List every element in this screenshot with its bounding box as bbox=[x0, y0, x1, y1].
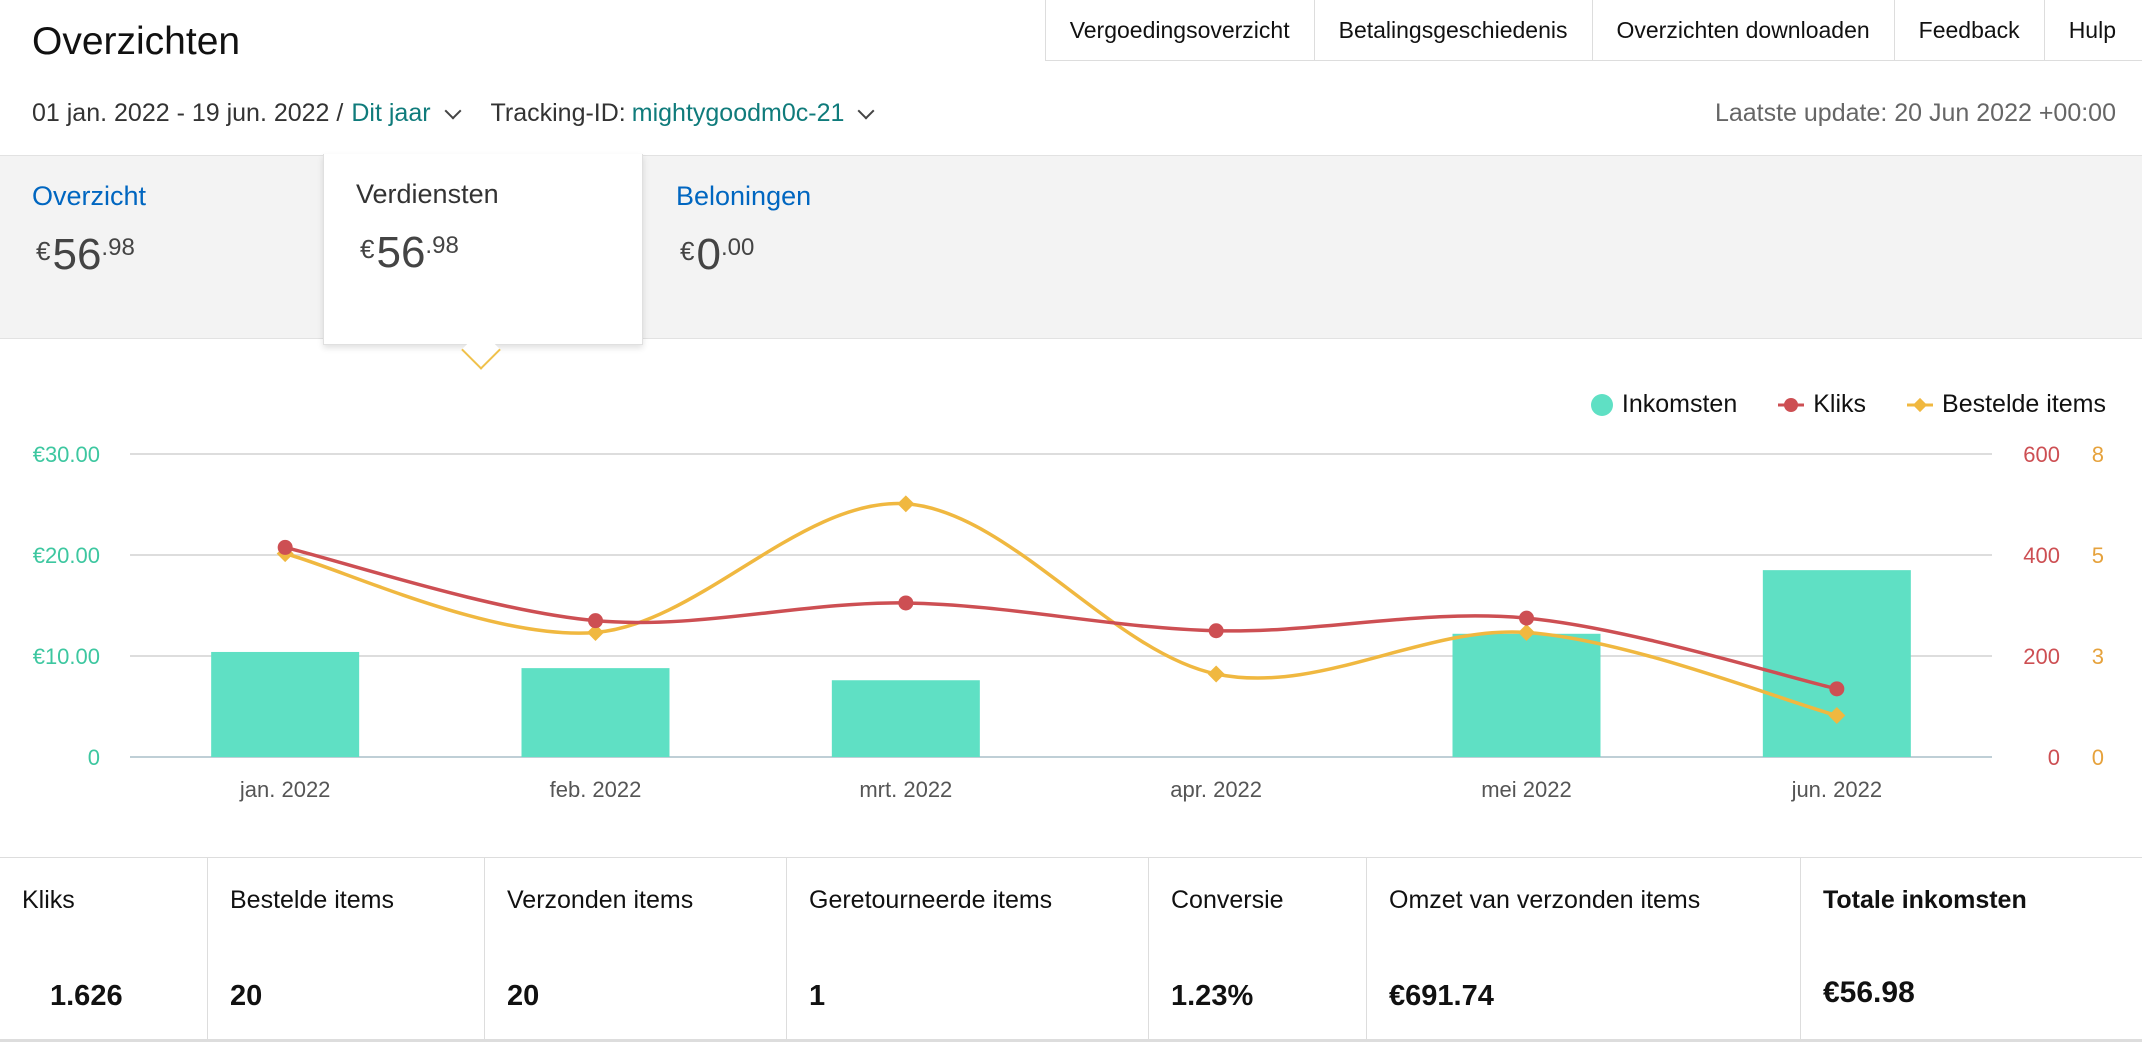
nav-betalingsgeschiedenis[interactable]: Betalingsgeschiedenis bbox=[1315, 0, 1593, 60]
y-right-items-tick-label: 0 bbox=[2092, 745, 2104, 770]
point-kliks bbox=[1519, 610, 1534, 626]
y-right-items-tick-label: 8 bbox=[2092, 442, 2104, 467]
stat-value: 1.626 bbox=[50, 980, 123, 1012]
bar-inkomsten bbox=[1452, 633, 1601, 757]
stat-label: Omzet van verzonden items bbox=[1389, 886, 1701, 914]
stat-value: 1 bbox=[809, 980, 826, 1012]
legend-item-bestelde-items[interactable]: Bestelde items bbox=[1906, 390, 2106, 419]
point-bestelde-items bbox=[1518, 623, 1535, 641]
earnings-chart: €30.00 600 8 €20.00 400 5 €10.00 200 3 0 0 0 jan. 20… bbox=[33, 442, 2104, 802]
stat-geretourneerde-items: Geretourneerde items 1 bbox=[787, 858, 1149, 1039]
stat-value: €691.74 bbox=[1389, 980, 1494, 1012]
tab-overzicht[interactable]: Overzicht €56.98 bbox=[0, 156, 322, 338]
legend-label: Bestelde items bbox=[1942, 390, 2106, 418]
last-update-text: Laatste update: 20 Jun 2022 +00:00 bbox=[1714, 99, 2116, 127]
bar-inkomsten bbox=[211, 651, 360, 757]
stats-row: Kliks 1.626 Bestelde items 20 Verzonden … bbox=[0, 857, 2142, 1042]
stat-conversie: Conversie 1.23% bbox=[1149, 858, 1367, 1039]
stat-label: Totale inkomsten bbox=[1823, 886, 2027, 914]
tab-amount: €0.00 bbox=[680, 230, 755, 279]
tab-label[interactable]: Beloningen bbox=[676, 181, 812, 211]
point-kliks bbox=[1829, 681, 1845, 697]
nav-feedback[interactable]: Feedback bbox=[1895, 0, 2045, 60]
point-kliks bbox=[588, 613, 603, 629]
y-right-clicks-tick-label: 600 bbox=[2023, 442, 2060, 467]
stat-value: 20 bbox=[230, 980, 263, 1012]
page-title: Overzichten bbox=[32, 20, 241, 63]
stat-value: 1.23% bbox=[1171, 980, 1254, 1012]
period-dropdown[interactable]: Dit jaar bbox=[351, 99, 431, 127]
y-left-tick-label: €10.00 bbox=[33, 644, 100, 669]
legend-line-diamond-icon bbox=[1907, 397, 1934, 412]
point-kliks bbox=[277, 539, 293, 555]
legend-line-dot-icon bbox=[1778, 397, 1805, 412]
stat-omzet-verzonden-items: Omzet van verzonden items €691.74 bbox=[1367, 858, 1801, 1039]
y-right-items-tick-label: 5 bbox=[2092, 543, 2104, 568]
tracking-label: Tracking-ID: bbox=[490, 99, 626, 127]
stat-label: Kliks bbox=[22, 886, 75, 914]
x-tick-label: jun. 2022 bbox=[1791, 777, 1883, 802]
legend-item-inkomsten[interactable]: Inkomsten bbox=[1590, 390, 1737, 419]
stat-label: Bestelde items bbox=[230, 886, 394, 914]
chevron-down-icon[interactable] bbox=[857, 102, 875, 119]
stat-kliks: Kliks 1.626 bbox=[0, 858, 208, 1039]
y-right-clicks-tick-label: 200 bbox=[2023, 644, 2060, 669]
stat-label: Geretourneerde items bbox=[809, 886, 1053, 914]
line-bestelde-items bbox=[284, 501, 1838, 718]
tab-label: Verdiensten bbox=[356, 179, 499, 209]
filter-bar: 01 jan. 2022 - 19 jun. 2022 / Dit jaar T… bbox=[32, 99, 878, 128]
legend-item-kliks[interactable]: Kliks bbox=[1777, 390, 1866, 419]
line-kliks bbox=[284, 545, 1838, 691]
x-tick-label: feb. 2022 bbox=[550, 777, 642, 802]
x-tick-label: jan. 2022 bbox=[239, 777, 331, 802]
point-bestelde-items bbox=[1828, 707, 1846, 724]
stat-totale-inkomsten: Totale inkomsten €56.98 bbox=[1801, 858, 2142, 1039]
stat-value: 20 bbox=[507, 980, 540, 1012]
x-tick-label: apr. 2022 bbox=[1170, 777, 1262, 802]
summary-tabs: Overzicht €56.98 Verdiensten €56.98 Belo… bbox=[0, 154, 2142, 345]
top-navigation: Vergoedingsoverzicht Betalingsgeschieden… bbox=[1044, 0, 2142, 61]
point-bestelde-items bbox=[1207, 665, 1225, 683]
point-kliks bbox=[898, 595, 914, 611]
chevron-down-icon[interactable] bbox=[444, 102, 462, 119]
stat-label: Conversie bbox=[1171, 886, 1284, 914]
tab-amount: €56.98 bbox=[36, 230, 135, 279]
nav-vergoedingsoverzicht[interactable]: Vergoedingsoverzicht bbox=[1046, 0, 1315, 60]
x-tick-label: mei 2022 bbox=[1481, 777, 1572, 802]
stat-bestelde-items: Bestelde items 20 bbox=[208, 858, 485, 1039]
bar-inkomsten bbox=[831, 680, 980, 757]
nav-overzichten-downloaden[interactable]: Overzichten downloaden bbox=[1593, 0, 1895, 60]
chart-legend: Inkomsten Kliks Bestelde items bbox=[1550, 390, 2106, 419]
y-left-tick-label: €20.00 bbox=[33, 543, 100, 568]
y-right-clicks-tick-label: 0 bbox=[2048, 745, 2060, 770]
date-range-text: 01 jan. 2022 - 19 jun. 2022 / bbox=[32, 99, 344, 127]
y-left-tick-label: 0 bbox=[88, 745, 100, 770]
stat-value: €56.98 bbox=[1823, 976, 1915, 1009]
tab-label[interactable]: Overzicht bbox=[32, 181, 147, 211]
tab-verdiensten[interactable]: Verdiensten €56.98 bbox=[323, 154, 643, 345]
legend-label: Kliks bbox=[1813, 390, 1867, 418]
tracking-id-dropdown[interactable]: mightygoodm0c-21 bbox=[631, 99, 845, 127]
bar-inkomsten bbox=[1762, 570, 1911, 757]
nav-hulp[interactable]: Hulp bbox=[2068, 16, 2116, 43]
legend-circle-icon bbox=[1590, 393, 1613, 416]
tab-amount: €56.98 bbox=[360, 228, 459, 277]
stat-label: Verzonden items bbox=[507, 886, 694, 914]
bar-inkomsten bbox=[521, 668, 670, 757]
y-right-clicks-tick-label: 400 bbox=[2023, 543, 2060, 568]
x-tick-label: mrt. 2022 bbox=[859, 777, 952, 802]
tab-beloningen[interactable]: Beloningen €0.00 bbox=[644, 156, 964, 338]
legend-label: Inkomsten bbox=[1621, 390, 1738, 418]
point-bestelde-items bbox=[897, 495, 915, 513]
y-left-tick-label: €30.00 bbox=[33, 442, 100, 467]
point-bestelde-items bbox=[587, 623, 604, 641]
point-kliks bbox=[1208, 623, 1224, 639]
y-right-items-tick-label: 3 bbox=[2092, 644, 2104, 669]
stat-verzonden-items: Verzonden items 20 bbox=[485, 858, 787, 1039]
